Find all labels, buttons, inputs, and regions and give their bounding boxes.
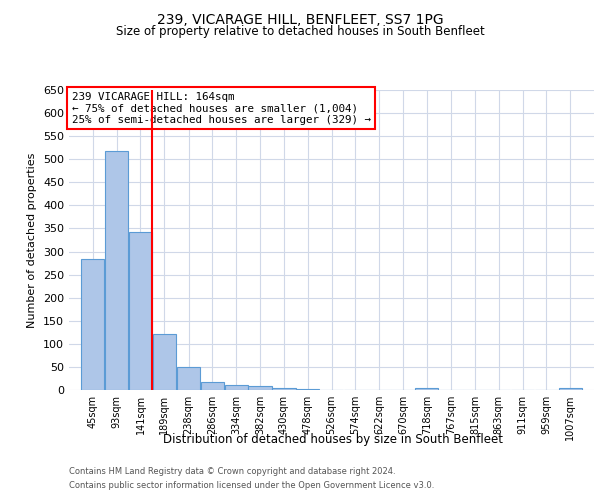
Bar <box>559 388 582 390</box>
Bar <box>224 386 248 390</box>
Bar <box>201 382 224 390</box>
Bar <box>177 368 200 390</box>
Text: Contains HM Land Registry data © Crown copyright and database right 2024.: Contains HM Land Registry data © Crown c… <box>69 468 395 476</box>
Bar <box>296 388 319 390</box>
Bar <box>105 152 128 390</box>
Bar <box>152 334 176 390</box>
Bar <box>272 388 296 390</box>
Text: Distribution of detached houses by size in South Benfleet: Distribution of detached houses by size … <box>163 432 503 446</box>
Text: Size of property relative to detached houses in South Benfleet: Size of property relative to detached ho… <box>116 25 484 38</box>
Text: Contains public sector information licensed under the Open Government Licence v3: Contains public sector information licen… <box>69 481 434 490</box>
Bar <box>129 232 152 390</box>
Text: 239, VICARAGE HILL, BENFLEET, SS7 1PG: 239, VICARAGE HILL, BENFLEET, SS7 1PG <box>157 12 443 26</box>
Bar <box>81 260 104 390</box>
Y-axis label: Number of detached properties: Number of detached properties <box>28 152 37 328</box>
Text: 239 VICARAGE HILL: 164sqm
← 75% of detached houses are smaller (1,004)
25% of se: 239 VICARAGE HILL: 164sqm ← 75% of detac… <box>71 92 371 124</box>
Bar <box>415 388 439 390</box>
Bar <box>248 386 272 390</box>
